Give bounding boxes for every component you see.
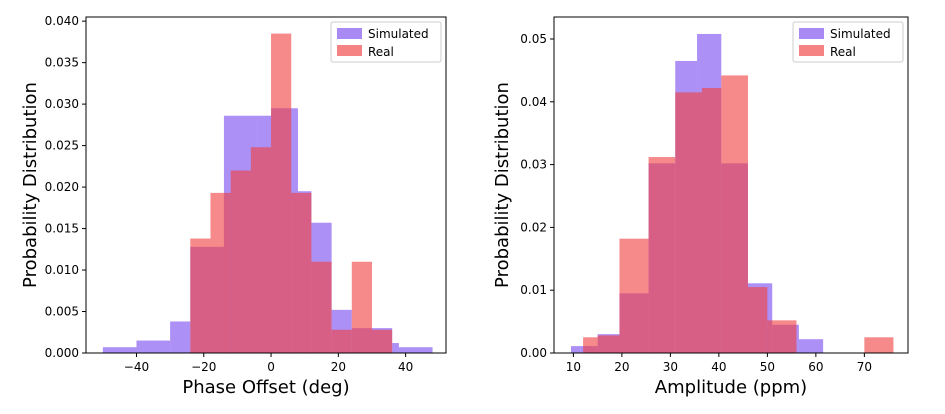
amplitude-bar-simulated-10 bbox=[798, 339, 824, 353]
phase-bar-real-9 bbox=[371, 329, 393, 353]
phase-legend-label-simulated: Simulated bbox=[368, 27, 429, 41]
phase-bar-real-3 bbox=[250, 147, 272, 353]
phase-x-tick-label: 20 bbox=[331, 360, 346, 374]
amplitude-bar-real-1 bbox=[597, 335, 620, 353]
amplitude-bar-real-7 bbox=[747, 287, 768, 353]
amplitude-bar-real-2 bbox=[619, 238, 649, 353]
amplitude-bar-real-0 bbox=[583, 337, 598, 353]
phase-legend-swatch-simulated bbox=[337, 28, 362, 39]
phase-offset-histogram: −40 −20 0 20 40 0.0000.0050.0100.0150.0200.0… bbox=[20, 14, 447, 398]
phase-legend: Simulated Real bbox=[330, 21, 442, 63]
phase-x-tick-label: −40 bbox=[124, 360, 149, 374]
phase-bar-simulated-0 bbox=[102, 347, 137, 353]
phase-bar-real-6 bbox=[311, 261, 332, 353]
phase-legend-label-real: Real bbox=[368, 45, 394, 59]
amplitude-bars bbox=[570, 33, 894, 354]
phase-bar-simulated-2 bbox=[170, 321, 191, 353]
phase-y-axis-label: Probability Distribution bbox=[20, 82, 41, 288]
phase-x-axis-label: Phase Offset (deg) bbox=[182, 377, 349, 398]
phase-y-tick-label: 0.015 bbox=[45, 222, 79, 236]
phase-bar-real-8 bbox=[351, 261, 372, 353]
phase-x-tick-label: 0 bbox=[267, 360, 275, 374]
amplitude-x-axis-label: Amplitude (ppm) bbox=[655, 377, 807, 398]
phase-bar-simulated-1 bbox=[136, 340, 171, 353]
amplitude-bar-real-4 bbox=[675, 92, 702, 353]
phase-y-tick-label: 0.030 bbox=[45, 97, 79, 111]
phase-bars bbox=[102, 33, 433, 354]
phase-bar-real-0 bbox=[190, 238, 211, 353]
phase-x-tick-label: 40 bbox=[398, 360, 413, 374]
phase-bar-real-2 bbox=[230, 170, 251, 353]
phase-plot-frame bbox=[85, 16, 447, 354]
phase-bar-simulated-11 bbox=[392, 343, 399, 353]
phase-bar-real-1 bbox=[210, 192, 231, 353]
amplitude-x-tick-label: 20 bbox=[614, 360, 629, 374]
phase-bar-real-5 bbox=[291, 192, 312, 353]
amplitude-bar-real-8 bbox=[767, 320, 797, 353]
amplitude-y-tick-label: 0.05 bbox=[520, 32, 547, 46]
amplitude-x-tick-label: 40 bbox=[711, 360, 726, 374]
amplitude-bar-real-6 bbox=[721, 75, 748, 354]
phase-y-tick-label: 0.040 bbox=[45, 14, 79, 28]
phase-y-tick-label: 0.005 bbox=[45, 305, 79, 319]
amplitude-x-tick-label: 10 bbox=[566, 360, 581, 374]
amplitude-x-tick-label: 30 bbox=[663, 360, 678, 374]
amplitude-legend: Simulated Real bbox=[792, 21, 904, 63]
phase-y-tick-label: 0.025 bbox=[45, 139, 79, 153]
phase-bar-simulated-12 bbox=[398, 347, 433, 353]
phase-x-tick-label: −20 bbox=[191, 360, 216, 374]
phase-y-tick-label: 0.035 bbox=[45, 56, 79, 70]
amplitude-bar-real-9 bbox=[864, 337, 894, 353]
amplitude-legend-label-simulated: Simulated bbox=[830, 27, 891, 41]
phase-x-ticks: −40 −20 0 20 40 bbox=[124, 353, 413, 374]
amplitude-x-tick-label: 70 bbox=[857, 360, 872, 374]
amplitude-plot-frame bbox=[553, 16, 909, 354]
phase-bar-real-4 bbox=[271, 33, 292, 354]
amplitude-y-tick-label: 0.02 bbox=[520, 220, 547, 234]
amplitude-y-tick-label: 0.04 bbox=[520, 95, 547, 109]
amplitude-legend-label-real: Real bbox=[830, 45, 856, 59]
amplitude-legend-swatch-simulated bbox=[799, 28, 824, 39]
amplitude-histogram: 10 20 30 40 50 60 70 0.000.010.020.030.040.05 … bbox=[492, 16, 909, 398]
amplitude-y-tick-label: 0.00 bbox=[520, 346, 547, 360]
amplitude-x-tick-label: 60 bbox=[808, 360, 823, 374]
amplitude-x-tick-label: 50 bbox=[760, 360, 775, 374]
amplitude-y-tick-label: 0.03 bbox=[520, 158, 547, 172]
phase-y-tick-label: 0.010 bbox=[45, 263, 79, 277]
amplitude-y-ticks: 0.00 0.01 0.02 0.03 0.04 0.05 bbox=[520, 32, 554, 360]
phase-legend-swatch-real bbox=[337, 45, 362, 56]
phase-y-tick-label: 0.000 bbox=[45, 346, 79, 360]
amplitude-y-axis-label: Probability Distribution bbox=[492, 82, 513, 288]
phase-y-ticks: 0.000 0.005 0.010 0.015 0.020 0.025 0.030 0.035… bbox=[45, 14, 86, 360]
amplitude-bar-real-3 bbox=[648, 157, 676, 353]
amplitude-bar-simulated-0 bbox=[570, 346, 581, 353]
phase-y-tick-label: 0.020 bbox=[45, 180, 79, 194]
amplitude-x-ticks: 10 20 30 40 50 60 70 bbox=[566, 353, 872, 374]
amplitude-bar-real-5 bbox=[701, 87, 722, 353]
amplitude-y-tick-label: 0.01 bbox=[520, 283, 547, 297]
amplitude-legend-swatch-real bbox=[799, 45, 824, 56]
phase-bar-real-7 bbox=[331, 329, 352, 353]
